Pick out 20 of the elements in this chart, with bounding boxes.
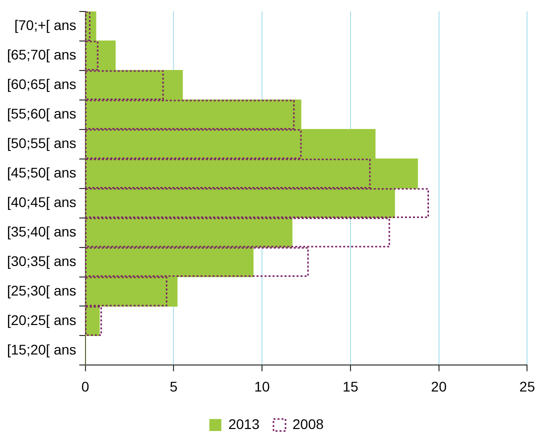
legend-label: 2008 (292, 416, 324, 432)
x-tick-label: 20 (431, 378, 447, 394)
y-tick-label: [30;35[ ans (6, 252, 76, 269)
y-tick-label: [35;40[ ans (6, 223, 76, 240)
y-tick-label: [40;45[ ans (6, 194, 76, 210)
y-tick-label: [45;50[ ans (6, 164, 76, 180)
x-tick-label: 15 (342, 378, 358, 394)
y-tick-label: [50;55[ ans (6, 134, 76, 151)
y-tick-label: [55;60[ ans (6, 105, 76, 122)
x-tick-label: 0 (81, 378, 90, 394)
y-tick-label: [25;30[ ans (6, 282, 76, 298)
y-tick-label: [70;+[ ans (14, 17, 76, 33)
y-tick-label: [65;70[ ans (6, 46, 76, 62)
legend-label: 2013 (228, 416, 260, 432)
x-tick-label: 5 (170, 378, 178, 394)
x-tick-label: 10 (254, 378, 270, 394)
y-tick-label: [60;65[ ans (6, 76, 76, 92)
y-tick-label: [20;25[ ans (6, 312, 76, 328)
y-tick-label: [15;20[ ans (6, 341, 76, 358)
x-tick-label: 25 (519, 378, 536, 394)
